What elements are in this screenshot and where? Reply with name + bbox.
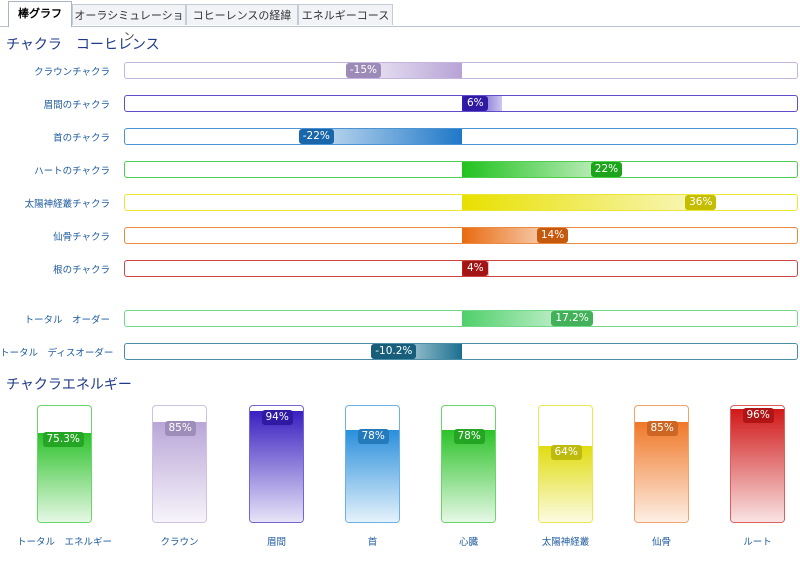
energy-column-track [37, 405, 92, 523]
energy-value-label: 85% [164, 420, 196, 436]
energy-value-label: 78% [453, 428, 485, 444]
coherence-bar-track [124, 62, 798, 79]
coherence-value-label: -15% [345, 63, 382, 78]
energy-column-bar [250, 411, 303, 522]
coherence-row-label: トータル オーダー [24, 315, 110, 326]
energy-column-label: 眉間 [266, 537, 286, 548]
tab-bar-chart[interactable]: 棒グラフ [8, 1, 72, 27]
coherence-value-label: 22% [590, 162, 623, 177]
energy-column-track [730, 405, 785, 523]
coherence-row-label: 根のチャクラ [53, 265, 110, 276]
coherence-value-label: 17.2% [551, 311, 593, 326]
coherence-row-label: クラウンチャクラ [34, 67, 110, 78]
energy-column-track [345, 405, 400, 523]
energy-column-bar [731, 408, 784, 522]
energy-column-bar [635, 421, 688, 522]
coherence-bar-track [124, 227, 798, 244]
energy-section-title: チャクラエネルギー [6, 377, 132, 393]
energy-column-label: トータル エネルギー [16, 537, 112, 548]
coherence-row-label: ハートのチャクラ [34, 166, 110, 177]
coherence-value-label: 36% [685, 195, 717, 210]
coherence-bar-track [124, 343, 798, 360]
coherence-value-label: 14% [536, 228, 569, 243]
coherence-bar-track [124, 161, 798, 178]
coherence-row-label: 首のチャクラ [53, 133, 110, 144]
energy-value-label: 85% [646, 420, 678, 436]
energy-value-label: 64% [550, 445, 582, 461]
energy-value-label: 78% [357, 428, 389, 444]
coherence-bar [360, 63, 462, 78]
tab-bar: 棒グラフ オーラシミュレーション コヒーレンスの経緯 エネルギーコース [0, 0, 800, 43]
coherence-row-label: 太陽神経叢チャクラ [24, 199, 110, 210]
coherence-bar-track [124, 194, 798, 211]
energy-column-track [152, 405, 207, 523]
coherence-value-label: 6% [463, 96, 488, 111]
energy-column-label: 首 [367, 537, 378, 548]
energy-column-label: 太陽神経叢 [541, 537, 590, 548]
coherence-value-label: 4% [463, 261, 488, 276]
energy-value-label: 94% [261, 410, 293, 426]
energy-value-label: 96% [742, 407, 774, 423]
coherence-bar [462, 311, 578, 326]
coherence-bar [462, 228, 557, 243]
energy-column-label: ルート [743, 537, 772, 548]
coherence-bar [462, 195, 705, 210]
energy-column-label: 仙骨 [651, 537, 671, 548]
energy-value-label: 75.3% [42, 432, 84, 448]
tab-aura-simulation[interactable]: オーラシミュレーション [72, 4, 186, 43]
coherence-bar-track [124, 310, 798, 327]
tab-coherence-history[interactable]: コヒーレンスの経緯 [186, 4, 298, 25]
coherence-value-label: -22% [298, 129, 334, 144]
coherence-bar [462, 162, 611, 177]
coherence-section-title: チャクラ コーヒレンス [6, 37, 160, 53]
tab-energy-course[interactable]: エネルギーコース [298, 4, 393, 25]
coherence-bar [313, 129, 462, 144]
energy-column-track [441, 405, 496, 523]
coherence-row-label: トータル ディスオーダー [0, 348, 114, 359]
energy-column-track [538, 405, 593, 523]
energy-column-bar [38, 433, 91, 522]
energy-column-bar [346, 429, 399, 522]
coherence-row-label: 眉間のチャクラ [43, 100, 110, 111]
coherence-row-label: 仙骨チャクラ [53, 232, 110, 243]
coherence-bar-track [124, 95, 798, 112]
coherence-bar-track [124, 128, 798, 145]
coherence-bar-track [124, 260, 798, 277]
energy-column-bar [153, 421, 206, 522]
coherence-value-label: -10.2% [371, 344, 417, 359]
energy-column-label: クラウン [160, 537, 199, 548]
energy-column-bar [442, 429, 495, 522]
energy-column-label: 心臓 [458, 537, 478, 548]
